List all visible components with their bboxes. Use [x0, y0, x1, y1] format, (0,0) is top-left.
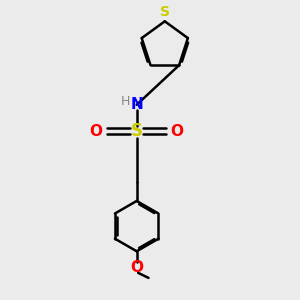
Text: N: N [130, 97, 143, 112]
Text: O: O [171, 124, 184, 139]
Text: H: H [121, 95, 130, 108]
Text: O: O [130, 260, 143, 275]
Text: S: S [160, 5, 170, 19]
Text: S: S [131, 122, 143, 140]
Text: O: O [90, 124, 103, 139]
